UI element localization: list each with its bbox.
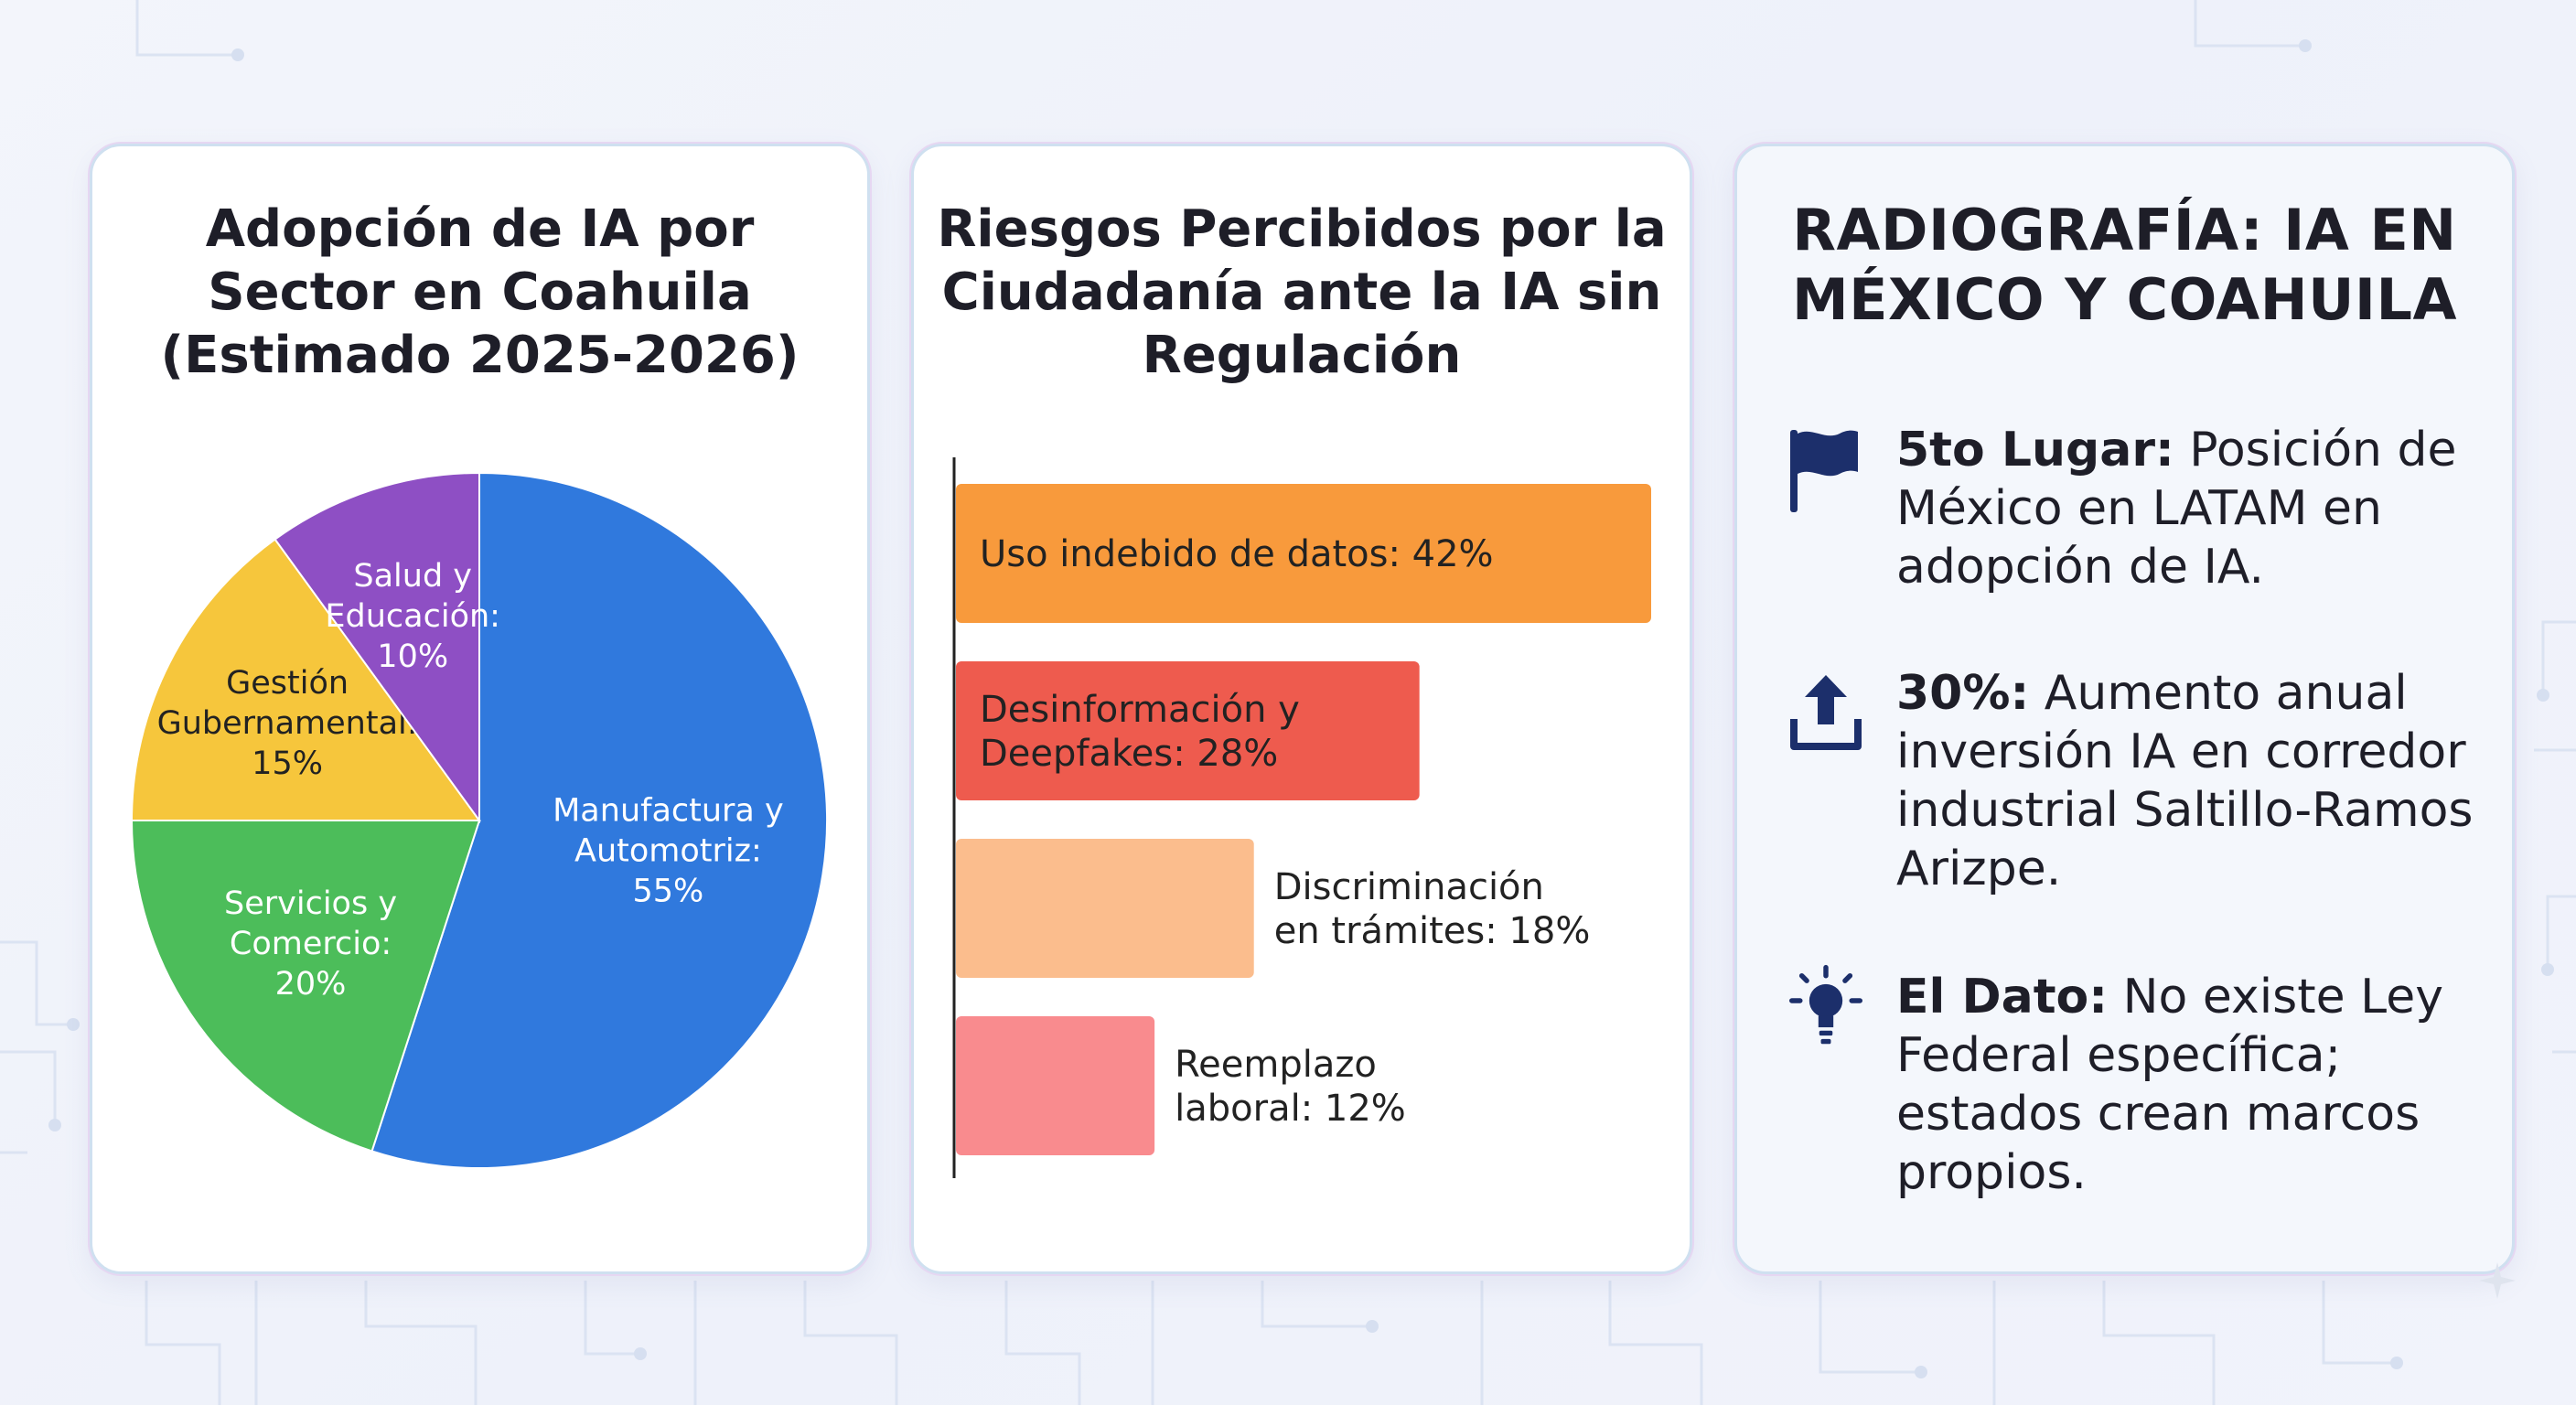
lightbulb-icon xyxy=(1789,964,1862,1045)
fact-body: No existe Ley Federal específica; estado… xyxy=(1896,970,2443,1200)
bar-label: Uso indebido de datos: 42% xyxy=(980,533,1494,575)
bar xyxy=(956,661,1420,800)
pie-slice xyxy=(130,538,481,821)
pie-slice-label: Salud y Educación: 10% xyxy=(325,558,500,675)
bar-label: Reemplazo laboral: 12% xyxy=(1175,1044,1406,1130)
bar xyxy=(956,839,1254,978)
pie-chart-title: Adopción de IA por Sector en Coahuila (E… xyxy=(92,198,867,387)
pie-slice-label: Gestión Gubernamental: 15% xyxy=(157,665,418,782)
fact-text: 30%: Aumento anual inversión IA en corre… xyxy=(1896,664,2491,898)
pie-title-line: Adopción de IA por xyxy=(205,199,755,259)
pie-slice xyxy=(274,471,480,824)
sparkle-icon xyxy=(2479,1262,2516,1299)
pie-chart: Manufactura y Automotriz: 55% Servicios y Co… xyxy=(130,471,828,1169)
fact-text: 5to Lugar: Posición de México en LATAM e… xyxy=(1896,421,2491,596)
pie-chart-card: Adopción de IA por Sector en Coahuila (E… xyxy=(90,144,870,1274)
bar-chart: Uso indebido de datos: 42% Desinformación… xyxy=(952,457,1651,1178)
facts-panel-title: RADIOGRAFÍA: IA EN MÉXICO Y COAHUILA xyxy=(1737,196,2512,335)
facts-panel: RADIOGRAFÍA: IA EN MÉXICO Y COAHUILA 5to… xyxy=(1734,144,2515,1274)
bar-title-line: Ciudadanía ante la IA sin xyxy=(941,263,1662,322)
facts-title-line: MÉXICO Y COAHUILA xyxy=(1791,266,2457,333)
pie-slice-label: Manufactura y Automotriz: 55% xyxy=(553,793,784,910)
fact-bold: El Dato: xyxy=(1896,970,2109,1024)
pie-slice xyxy=(370,471,828,1169)
upload-icon xyxy=(1790,675,1862,750)
fact-body: Posición de México en LATAM en adopción … xyxy=(1896,423,2457,595)
fact-body: Aumento anual inversión IA en corredor i… xyxy=(1896,666,2474,896)
flag-icon xyxy=(1790,430,1858,512)
pie-slice-label: Servicios y Comercio: 20% xyxy=(224,885,397,1003)
pie-slice xyxy=(130,820,481,1153)
fact-bold: 30%: xyxy=(1896,666,2030,721)
pie-title-line: Sector en Coahuila xyxy=(208,263,752,322)
bar-title-line: Riesgos Percibidos por la xyxy=(937,199,1667,259)
bar-chart-title: Riesgos Percibidos por la Ciudadanía ant… xyxy=(914,198,1690,387)
fact-text: El Dato: No existe Ley Federal específic… xyxy=(1896,968,2491,1202)
fact-bold: 5to Lugar: xyxy=(1896,423,2174,477)
facts-title-line: RADIOGRAFÍA: IA EN xyxy=(1792,197,2457,263)
bar xyxy=(956,484,1651,623)
bar-label: Desinformación y Deepfakes: 28% xyxy=(980,689,1300,775)
bar-title-line: Regulación xyxy=(1142,326,1462,385)
bar xyxy=(956,1016,1155,1155)
bar-chart-card: Riesgos Percibidos por la Ciudadanía ant… xyxy=(911,144,1692,1274)
pie-title-line: (Estimado 2025-2026) xyxy=(160,326,800,385)
bar-label: Discriminación en trámites: 18% xyxy=(1274,866,1591,952)
